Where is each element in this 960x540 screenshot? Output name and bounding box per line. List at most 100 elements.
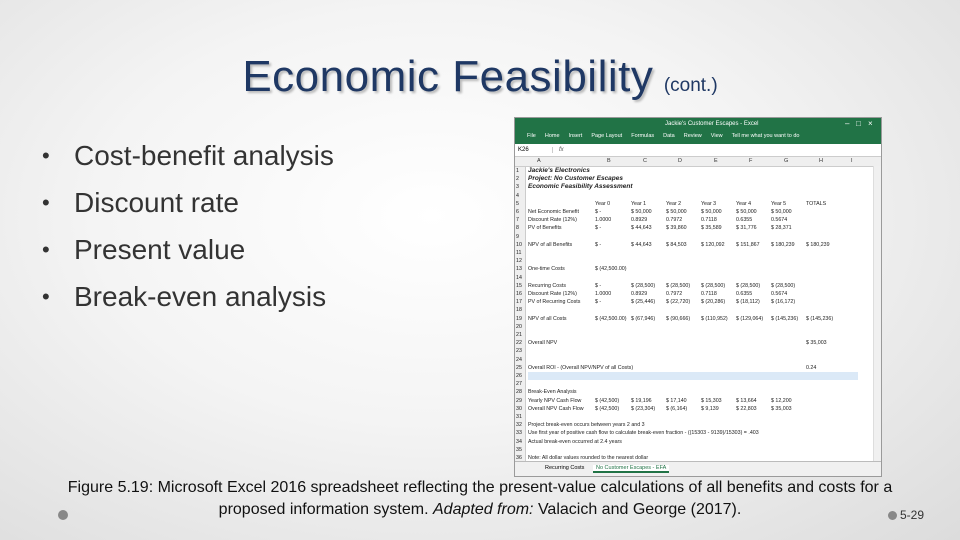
ribbon-tab[interactable]: Data	[663, 133, 675, 139]
cell-label[interactable]: Jackie's Electronics	[528, 167, 590, 174]
maximize-icon[interactable]: □	[856, 119, 861, 128]
cell-value[interactable]: $ (28,500)	[701, 282, 726, 289]
cell-value[interactable]: $ 12,200	[771, 397, 792, 404]
row-number[interactable]: 10	[516, 241, 522, 248]
cell-value[interactable]: Year 5	[771, 200, 787, 207]
ribbon-tab[interactable]: Page Layout	[591, 133, 623, 139]
cell-value[interactable]: $ 44,643	[631, 225, 652, 232]
row-number[interactable]: 25	[516, 364, 522, 371]
row-number[interactable]: 30	[516, 405, 522, 412]
cell-value[interactable]: $ (67,946)	[631, 315, 656, 322]
cell-value[interactable]: $ 35,003	[771, 405, 792, 412]
row-number[interactable]: 1	[516, 168, 519, 174]
ribbon-tab[interactable]: Home	[544, 133, 560, 139]
cell-value[interactable]: Year 0	[595, 200, 611, 207]
row-number[interactable]: 22	[516, 340, 522, 347]
row-number[interactable]: 34	[516, 438, 522, 445]
cell-value[interactable]: $ (16,172)	[771, 299, 796, 306]
cell-value[interactable]: 0.5674	[771, 217, 788, 224]
row-number[interactable]: 14	[516, 274, 522, 281]
cell-value[interactable]: $ 151,867	[736, 241, 760, 248]
cell-value[interactable]: $ (90,666)	[666, 315, 691, 322]
cell-value[interactable]: 0.5674	[771, 291, 788, 297]
cell-value[interactable]: $ 180,239	[806, 241, 830, 248]
cell-value[interactable]: $ (18,112)	[736, 299, 760, 306]
fx-icon[interactable]: fx	[559, 147, 564, 153]
cell-value[interactable]: $ (42,500.00)	[595, 315, 627, 322]
row-number[interactable]: 4	[516, 192, 519, 199]
cell-label[interactable]: Actual break-even occurred at 2.4 years	[528, 438, 622, 445]
cell-label[interactable]: Project: No Customer Escapes	[528, 175, 624, 183]
cell-value[interactable]: $ (129,064)	[736, 315, 764, 322]
ribbon-tab[interactable]: File	[527, 133, 536, 139]
cell-value[interactable]: 0.7972	[666, 291, 683, 297]
tell-me-box[interactable]: Tell me what you want to do	[731, 133, 800, 139]
cell-value[interactable]: $ (28,500)	[631, 282, 656, 289]
cell-value[interactable]: $ -	[595, 299, 602, 306]
cell-label[interactable]: Project break-even occurs between years …	[528, 422, 645, 429]
cell-label[interactable]: Discount Rate (12%)	[528, 217, 577, 224]
row-number[interactable]: 9	[516, 233, 519, 240]
cell-value[interactable]: $ 50,000	[736, 209, 757, 215]
cell-value[interactable]: 0.7118	[701, 217, 717, 224]
cell-value[interactable]: $ (22,720)	[666, 299, 691, 306]
column-header[interactable]: A	[537, 158, 541, 164]
cell-value[interactable]: $ -	[595, 225, 602, 232]
column-header[interactable]: D	[678, 158, 682, 164]
row-number[interactable]: 28	[516, 389, 522, 396]
row-number[interactable]: 35	[516, 446, 522, 453]
row-number[interactable]: 26	[516, 373, 522, 379]
cell-value[interactable]: 1.0000	[595, 217, 612, 224]
cell-value[interactable]: $ (110,952)	[701, 315, 728, 322]
cell-value[interactable]: $ (145,236)	[806, 315, 834, 322]
cell-value[interactable]: $ (28,500)	[736, 282, 761, 289]
cell-label[interactable]: Overall NPV	[528, 340, 558, 347]
cell-value[interactable]: $ (28,500)	[771, 282, 796, 289]
cell-value[interactable]: Year 4	[736, 200, 752, 207]
cell-value[interactable]: 0.7972	[666, 217, 683, 224]
row-number[interactable]: 31	[516, 414, 522, 420]
cell-value[interactable]: $ 35,589	[701, 225, 722, 232]
cell-label[interactable]: Note: All dollar values rounded to the n…	[528, 455, 649, 461]
cell-value[interactable]: $ (42,500)	[595, 405, 620, 412]
cell-label[interactable]: Use first year of positive cash flow to …	[528, 430, 759, 437]
close-icon[interactable]: ×	[868, 119, 873, 128]
column-header[interactable]: I	[851, 158, 853, 164]
vertical-scrollbar[interactable]	[873, 166, 881, 462]
cell-value[interactable]: 1.0000	[595, 291, 612, 297]
row-number[interactable]: 19	[516, 315, 522, 322]
column-header[interactable]: B	[607, 158, 611, 164]
row-number[interactable]: 32	[516, 422, 522, 429]
cell-label[interactable]: Discount Rate (12%)	[528, 291, 577, 297]
cell-value[interactable]: 0.24	[806, 364, 817, 371]
ribbon-tab[interactable]: Formulas	[631, 133, 655, 139]
cell-value[interactable]: $ 22,803	[736, 405, 757, 412]
cell-value[interactable]: TOTALS	[806, 200, 827, 207]
cell-label[interactable]: Overall ROI - (Overall NPV/NPV of all Co…	[528, 364, 634, 371]
cell-value[interactable]: Year 3	[701, 200, 717, 207]
cell-label[interactable]: NPV of all Costs	[528, 315, 567, 322]
row-number[interactable]: 16	[516, 291, 522, 297]
row-number[interactable]: 33	[516, 430, 522, 437]
cell-value[interactable]: Year 1	[631, 200, 647, 207]
cell-value[interactable]: $ 19,196	[631, 397, 652, 404]
row-number[interactable]: 13	[516, 266, 522, 273]
sheet-tab[interactable]: Recurring Costs	[545, 465, 585, 471]
row-number[interactable]: 17	[516, 299, 522, 306]
cell-value[interactable]: $ 180,239	[771, 241, 795, 248]
row-number[interactable]: 15	[516, 282, 522, 289]
row-number[interactable]: 12	[516, 258, 522, 265]
cell-value[interactable]: 0.8929	[631, 217, 648, 224]
cell-value[interactable]: $ 13,664	[736, 397, 757, 404]
column-header[interactable]: F	[749, 158, 753, 164]
cell-value[interactable]: $ -	[595, 282, 602, 289]
cell-value[interactable]: $ 50,000	[666, 209, 687, 215]
row-number[interactable]: 21	[516, 332, 522, 338]
cell-value[interactable]: $ (6,164)	[666, 405, 688, 412]
cell-value[interactable]: $ 15,303	[701, 397, 722, 404]
cell-value[interactable]: $ 84,503	[666, 241, 687, 248]
ribbon-tab[interactable]: View	[710, 133, 723, 139]
cell-value[interactable]: $ (42,500.00)	[595, 266, 627, 273]
row-number[interactable]: 29	[516, 397, 522, 404]
cell-value[interactable]: $ 120,092	[701, 241, 725, 248]
